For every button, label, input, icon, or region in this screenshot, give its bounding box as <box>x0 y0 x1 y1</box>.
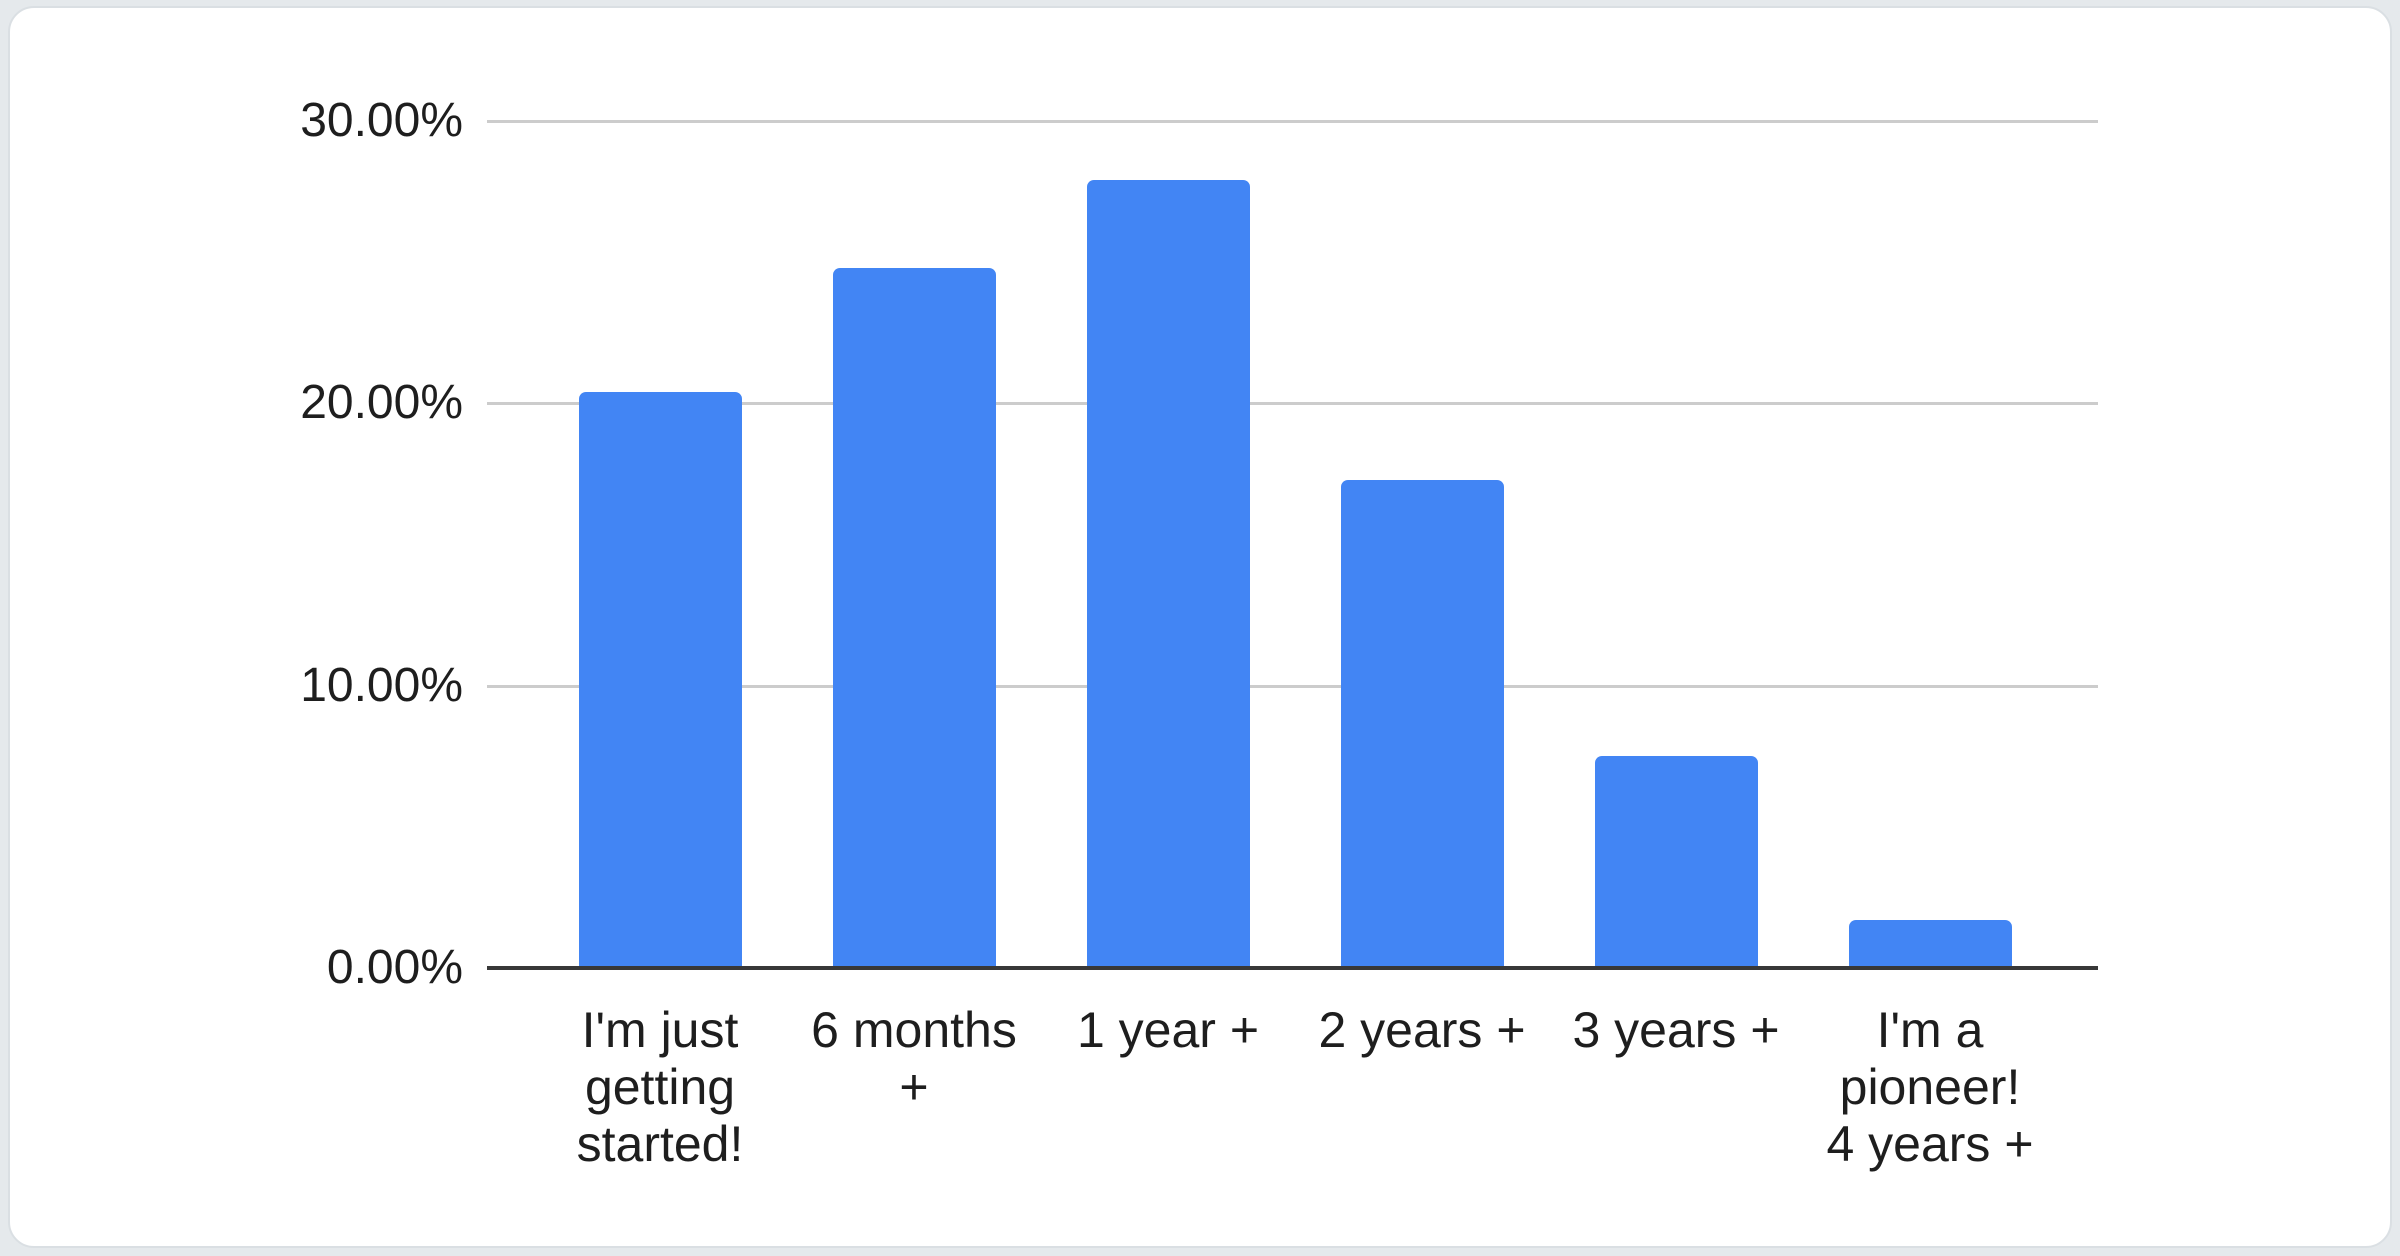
x-axis-category-label: 2 years + <box>1295 1002 1549 1059</box>
x-axis-category-label: 1 year + <box>1041 1002 1295 1059</box>
bar[interactable] <box>1848 920 2012 968</box>
y-axis-tick-label: 20.00% <box>300 376 463 430</box>
category-label-line: pioneer! <box>1839 1059 2021 1115</box>
category-label-line: 2 years + <box>1318 1002 1526 1058</box>
y-axis-tick-label: 10.00% <box>300 658 463 712</box>
bar[interactable] <box>1086 180 1250 968</box>
category-label-line: 3 years + <box>1572 1002 1780 1058</box>
y-axis-tick-label: 30.00% <box>300 94 463 147</box>
x-axis-category-label: I'm a pioneer! 4 years + <box>1803 1002 2057 1173</box>
gridline <box>487 684 2098 688</box>
x-axis-line <box>487 966 2098 970</box>
bar[interactable] <box>578 392 742 968</box>
gridline <box>487 402 2098 406</box>
category-label-line: I'm just <box>581 1002 739 1058</box>
x-axis-category-label: I'm just getting started! <box>533 1002 787 1173</box>
bar[interactable] <box>1594 756 1758 968</box>
bar[interactable] <box>832 268 996 968</box>
category-label-line: + <box>899 1059 929 1115</box>
category-label-line: getting <box>584 1059 736 1115</box>
x-axis-category-label: 6 months + <box>787 1002 1041 1116</box>
category-label-line: I'm a <box>1876 1002 1984 1058</box>
x-axis-category-label: 3 years + <box>1549 1002 1803 1059</box>
category-label-line: 4 years + <box>1826 1116 2034 1172</box>
category-label-line: started! <box>576 1116 744 1172</box>
y-axis-tick-label: 0.00% <box>326 941 463 994</box>
gridline <box>487 120 2098 123</box>
category-label-line: 1 year + <box>1076 1002 1260 1058</box>
category-label-line: 6 months <box>811 1002 1017 1058</box>
bar[interactable] <box>1340 480 1504 968</box>
